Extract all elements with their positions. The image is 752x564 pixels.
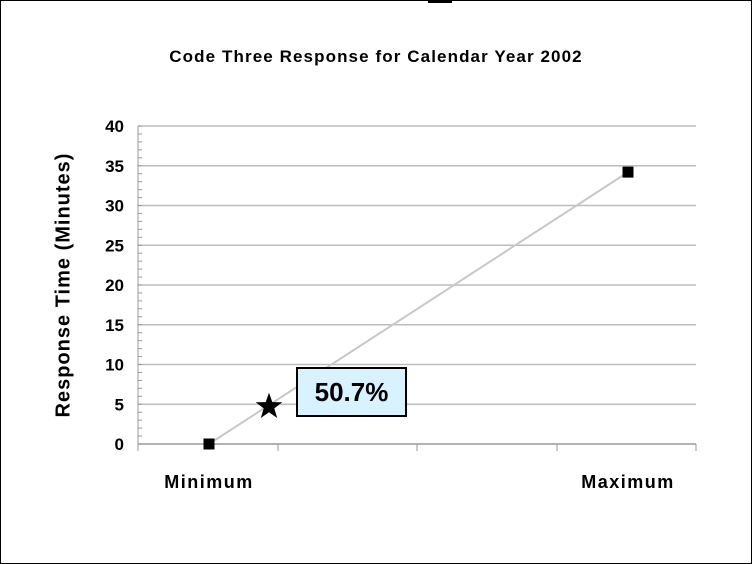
- series-line: [208, 171, 629, 445]
- y-tick-label: 15: [105, 316, 124, 335]
- data-point-marker: [622, 166, 634, 178]
- y-tick-label: 40: [105, 117, 124, 136]
- percentage-callout: 50.7%: [296, 367, 407, 417]
- x-tick-label: Minimum: [164, 472, 254, 492]
- y-tick-label: 30: [105, 197, 124, 216]
- y-tick-label: 0: [115, 435, 124, 454]
- x-tick-label: Maximum: [581, 472, 675, 492]
- star-marker: [255, 392, 283, 418]
- y-tick-label: 35: [105, 157, 124, 176]
- y-tick-label: 10: [105, 356, 124, 375]
- chart-title: Code Three Response for Calendar Year 20…: [169, 47, 583, 66]
- top-edge-mark: [428, 0, 452, 3]
- y-tick-label: 5: [115, 395, 124, 414]
- data-point-marker: [203, 438, 215, 450]
- y-tick-label: 20: [105, 276, 124, 295]
- y-tick-label: 25: [105, 236, 124, 255]
